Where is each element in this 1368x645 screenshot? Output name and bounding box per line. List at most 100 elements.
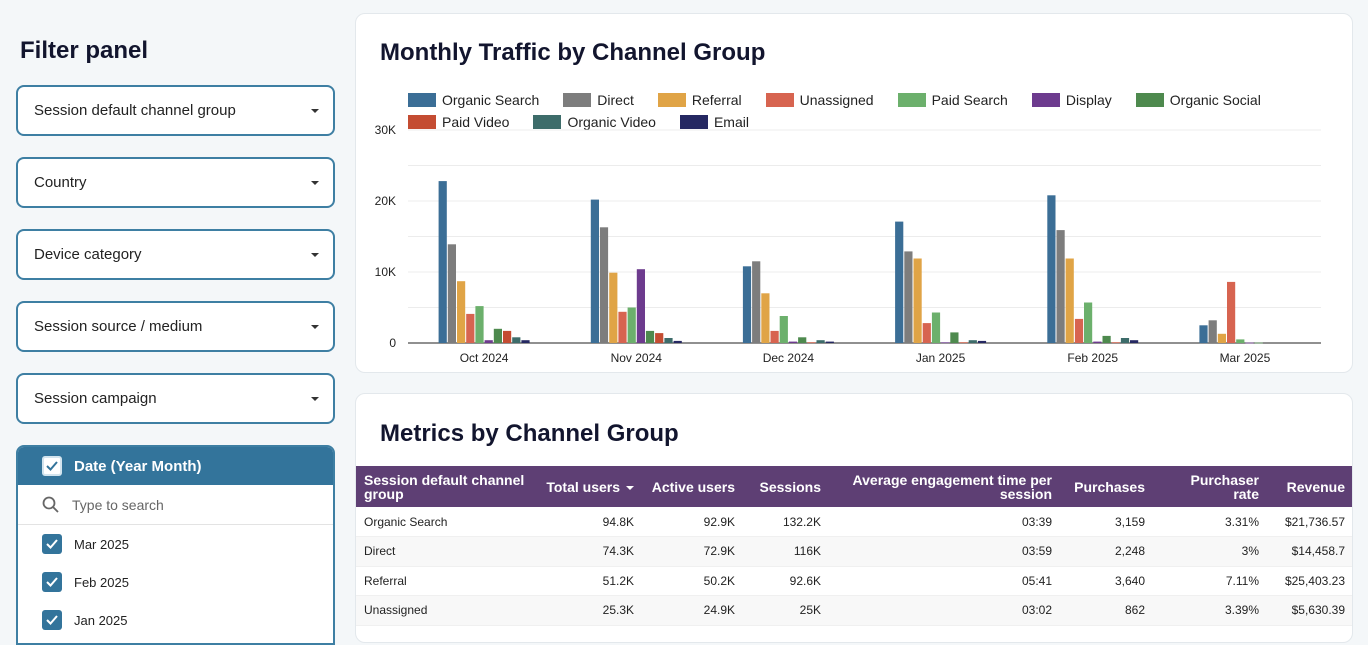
bar[interactable] bbox=[645, 330, 655, 343]
column-header[interactable]: Purchaser rate bbox=[1153, 466, 1267, 507]
y-tick-label: 10K bbox=[375, 265, 396, 279]
bar[interactable] bbox=[1227, 281, 1236, 343]
legend-label: Display bbox=[1065, 92, 1112, 108]
bar[interactable] bbox=[493, 328, 502, 343]
country-filter[interactable]: Country bbox=[16, 157, 335, 208]
check-icon bbox=[46, 539, 58, 549]
bar[interactable] bbox=[825, 341, 834, 343]
legend-item[interactable]: Referral bbox=[657, 92, 742, 108]
y-tick-label: 30K bbox=[375, 123, 396, 137]
bar[interactable] bbox=[1199, 325, 1208, 344]
bar[interactable] bbox=[959, 342, 968, 344]
x-tick-label: Dec 2024 bbox=[763, 351, 815, 365]
bar[interactable] bbox=[1074, 318, 1084, 343]
bar[interactable] bbox=[1245, 342, 1254, 344]
bar[interactable] bbox=[931, 312, 941, 344]
date-item[interactable]: Mar 2025 bbox=[18, 525, 333, 563]
bar[interactable] bbox=[447, 244, 456, 343]
sort-desc-icon bbox=[626, 485, 634, 490]
date-item[interactable]: Feb 2025 bbox=[18, 563, 333, 601]
bar[interactable] bbox=[1047, 195, 1056, 343]
bar[interactable] bbox=[521, 340, 530, 343]
date-item[interactable]: Jan 2025 bbox=[18, 601, 333, 639]
legend-item[interactable]: Paid Search bbox=[897, 92, 1008, 108]
bar[interactable] bbox=[1084, 302, 1093, 344]
bar[interactable] bbox=[816, 340, 825, 343]
column-header[interactable]: Revenue bbox=[1267, 466, 1352, 507]
bar[interactable] bbox=[503, 330, 512, 343]
date-search-input[interactable]: Type to search bbox=[18, 485, 333, 525]
bar[interactable] bbox=[788, 341, 798, 343]
bar[interactable] bbox=[779, 316, 788, 343]
column-header[interactable]: Sessions bbox=[743, 466, 829, 507]
bar[interactable] bbox=[1093, 341, 1102, 343]
bar[interactable] bbox=[941, 342, 950, 344]
bar[interactable] bbox=[895, 221, 904, 343]
bar[interactable] bbox=[770, 330, 779, 343]
bar[interactable] bbox=[618, 311, 627, 343]
legend-item[interactable]: Organic Social bbox=[1135, 92, 1261, 108]
date-checkbox[interactable] bbox=[42, 610, 62, 630]
bar[interactable] bbox=[1236, 339, 1245, 343]
bar[interactable] bbox=[466, 313, 475, 343]
date-checkbox[interactable] bbox=[42, 572, 62, 592]
legend-swatch bbox=[657, 93, 686, 107]
column-header[interactable]: Purchases bbox=[1060, 466, 1153, 507]
legend-item[interactable]: Organic Search bbox=[408, 92, 539, 108]
bar[interactable] bbox=[807, 342, 816, 344]
bar[interactable] bbox=[457, 281, 466, 343]
bar[interactable] bbox=[512, 337, 521, 343]
bar[interactable] bbox=[664, 338, 673, 343]
legend-item[interactable]: Paid Video bbox=[408, 114, 509, 130]
bar[interactable] bbox=[977, 340, 987, 343]
bar[interactable] bbox=[798, 337, 807, 343]
bar[interactable] bbox=[968, 340, 977, 343]
bar[interactable] bbox=[904, 251, 913, 343]
bar[interactable] bbox=[636, 269, 645, 343]
source-medium-filter[interactable]: Session source / medium bbox=[16, 301, 335, 352]
bar[interactable] bbox=[484, 340, 493, 343]
bar[interactable] bbox=[1065, 258, 1074, 344]
bar[interactable] bbox=[950, 332, 959, 343]
bar[interactable] bbox=[1208, 320, 1217, 343]
bar[interactable] bbox=[1102, 335, 1111, 343]
bar[interactable] bbox=[599, 227, 609, 343]
select-all-checkbox[interactable] bbox=[42, 456, 62, 476]
date-checkbox[interactable] bbox=[42, 534, 62, 554]
bar[interactable] bbox=[742, 266, 752, 343]
bar[interactable] bbox=[590, 199, 599, 343]
bar[interactable] bbox=[438, 181, 447, 343]
column-header[interactable]: Average engagement time per session bbox=[829, 466, 1060, 507]
column-header-sorted[interactable]: Total users bbox=[534, 466, 642, 507]
legend-item[interactable]: Display bbox=[1031, 92, 1112, 108]
bar[interactable] bbox=[609, 272, 618, 343]
bar[interactable] bbox=[913, 258, 922, 344]
campaign-filter[interactable]: Session campaign bbox=[16, 373, 335, 424]
bar[interactable] bbox=[1120, 338, 1130, 343]
bar[interactable] bbox=[752, 261, 761, 343]
legend-item[interactable]: Direct bbox=[563, 92, 634, 108]
legend-item[interactable]: Organic Video bbox=[533, 114, 656, 130]
device-category-filter[interactable]: Device category bbox=[16, 229, 335, 280]
legend-item[interactable]: Unassigned bbox=[765, 92, 874, 108]
bar[interactable] bbox=[1217, 333, 1226, 343]
bar[interactable] bbox=[1111, 342, 1120, 344]
channel-group-filter[interactable]: Session default channel group bbox=[16, 85, 335, 136]
column-header[interactable]: Session default channel group bbox=[356, 466, 534, 507]
bar[interactable] bbox=[673, 340, 682, 343]
legend-label: Organic Search bbox=[442, 92, 540, 108]
date-filter-header[interactable]: Date (Year Month) bbox=[18, 447, 333, 485]
bar[interactable] bbox=[1056, 230, 1065, 343]
bar[interactable] bbox=[1130, 340, 1139, 343]
column-header[interactable]: Active users bbox=[642, 466, 743, 507]
metrics-table: Session default channel group Total user… bbox=[356, 466, 1352, 626]
bar[interactable] bbox=[475, 306, 484, 343]
filter-label: Session campaign bbox=[34, 390, 157, 407]
bar[interactable] bbox=[655, 333, 664, 343]
bar[interactable] bbox=[922, 323, 931, 343]
bar[interactable] bbox=[627, 307, 636, 344]
bar[interactable] bbox=[1254, 342, 1263, 344]
legend-item[interactable]: Email bbox=[679, 114, 749, 130]
search-icon bbox=[42, 496, 59, 513]
bar[interactable] bbox=[761, 293, 770, 343]
